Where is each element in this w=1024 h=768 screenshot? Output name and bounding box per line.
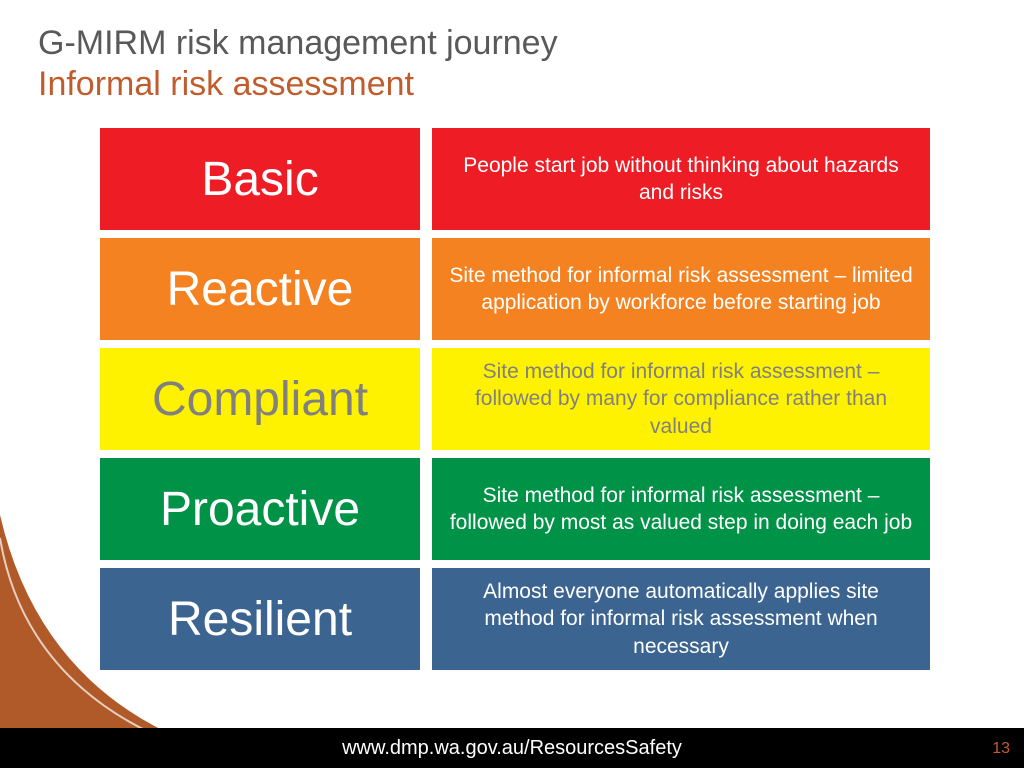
slide: G-MIRM risk management journey Informal … [0,0,1024,768]
desc-resilient: Almost everyone automatically applies si… [432,568,930,670]
desc-proactive: Site method for informal risk assessment… [432,458,930,560]
desc-basic: People start job without thinking about … [432,128,930,230]
table-row: Compliant Site method for informal risk … [100,348,930,450]
label-compliant: Compliant [100,348,420,450]
label-reactive: Reactive [100,238,420,340]
title-block: G-MIRM risk management journey Informal … [38,24,558,104]
desc-compliant: Site method for informal risk assessment… [432,348,930,450]
title-main: G-MIRM risk management journey [38,24,558,63]
footer-url: www.dmp.wa.gov.au/ResourcesSafety [342,737,682,760]
desc-reactive: Site method for informal risk assessment… [432,238,930,340]
maturity-table: Basic People start job without thinking … [100,128,930,678]
table-row: Resilient Almost everyone automatically … [100,568,930,670]
footer-bar: www.dmp.wa.gov.au/ResourcesSafety [0,728,1024,768]
table-row: Reactive Site method for informal risk a… [100,238,930,340]
label-proactive: Proactive [100,458,420,560]
page-number: 13 [992,740,1010,758]
title-sub: Informal risk assessment [38,65,558,104]
table-row: Proactive Site method for informal risk … [100,458,930,560]
table-row: Basic People start job without thinking … [100,128,930,230]
label-basic: Basic [100,128,420,230]
label-resilient: Resilient [100,568,420,670]
